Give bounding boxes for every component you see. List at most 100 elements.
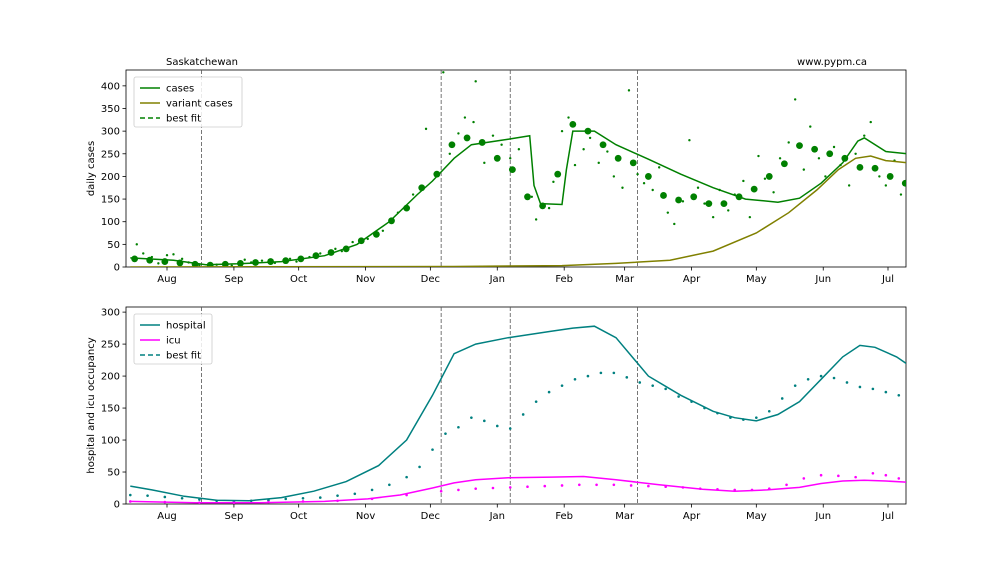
hospital-point <box>301 496 305 500</box>
weekly-point <box>433 170 441 178</box>
y-tick-label: 250 <box>101 149 120 160</box>
series-line-1 <box>130 475 906 504</box>
daily-point <box>651 188 654 192</box>
weekly-point <box>508 166 516 174</box>
y-tick-label: 50 <box>107 468 120 479</box>
plot-frame <box>125 69 907 268</box>
forecast-band <box>996 376 1008 483</box>
daily-point <box>457 132 460 135</box>
weekly-point <box>765 173 773 180</box>
weekly-point <box>856 163 864 171</box>
x-tick-label: May <box>746 511 767 522</box>
hospital-point <box>146 494 149 497</box>
hospital-point <box>897 393 901 397</box>
daily-point <box>696 186 700 189</box>
daily-point <box>509 157 512 160</box>
daily-point <box>243 258 246 261</box>
icu-point <box>949 484 952 487</box>
x-tick-label: Apr <box>683 511 701 522</box>
hospital-point <box>508 427 512 430</box>
legend-label: variant cases <box>166 99 233 110</box>
weekly-point <box>826 150 834 158</box>
x-tick-label: Feb <box>555 274 573 285</box>
series-line-2 <box>996 421 1008 469</box>
hospital-point <box>129 493 132 497</box>
plot-area <box>130 70 1008 267</box>
hospital-point <box>336 494 339 497</box>
daily-point <box>636 172 639 176</box>
hospital-point <box>534 400 538 403</box>
daily-point <box>172 253 175 256</box>
weekly-point <box>780 160 788 168</box>
hospital-point <box>388 483 391 487</box>
hospital-point <box>664 387 667 391</box>
daily-point <box>463 116 467 119</box>
legend-label: best fit <box>166 114 201 125</box>
x-tick-label: Jan <box>489 274 505 285</box>
icu-point <box>508 486 512 489</box>
icu-point <box>819 473 823 477</box>
weekly-point <box>917 189 924 196</box>
daily-point <box>763 177 767 180</box>
weekly-point <box>932 198 939 205</box>
hospital-point <box>638 381 642 384</box>
icu-point <box>802 477 806 480</box>
y-tick-label: 300 <box>101 127 120 138</box>
weekly-point <box>493 154 501 162</box>
y-tick-label: 400 <box>101 81 120 92</box>
hospital-point <box>780 397 784 400</box>
weekly-point <box>796 142 803 150</box>
daily-point <box>424 127 428 131</box>
weekly-point <box>629 159 637 167</box>
daily-point <box>500 143 503 146</box>
daily-point <box>491 134 495 137</box>
region-title: Saskatchewan <box>166 57 238 68</box>
icu-point <box>854 475 857 479</box>
icu-point <box>474 487 477 490</box>
hospital-point <box>625 376 629 379</box>
plot-area <box>129 307 1008 504</box>
hospital-point <box>871 387 875 391</box>
y-tick-label: 50 <box>107 240 120 251</box>
icu-point <box>962 485 965 488</box>
x-tick-label: Mar <box>615 274 635 285</box>
x-tick-label: Feb <box>555 511 573 522</box>
weekly-point <box>901 179 906 187</box>
weekly-point <box>705 200 713 207</box>
weekly-point <box>312 252 320 260</box>
hospital-point <box>923 408 926 411</box>
daily-point <box>748 215 752 219</box>
y-tick-label: 250 <box>101 340 120 351</box>
series-line-0 <box>130 325 906 502</box>
daily-point <box>180 257 184 261</box>
weekly-point <box>614 154 622 162</box>
daily-point <box>530 195 534 199</box>
weekly-point <box>524 193 531 201</box>
weekly-point <box>811 145 819 153</box>
y-tick-label: 0 <box>114 263 120 274</box>
forecast-band <box>996 186 1008 259</box>
x-tick-label: Aug <box>157 274 177 285</box>
daily-point <box>930 198 932 200</box>
hospital-point <box>651 384 655 387</box>
hospital-point <box>163 495 167 499</box>
hospital-point <box>284 497 288 501</box>
hospital-point <box>819 374 823 378</box>
icu-point <box>543 484 547 488</box>
series-line-1 <box>130 155 906 267</box>
weekly-point <box>599 141 607 149</box>
daily-point <box>847 184 851 187</box>
daily-point <box>165 254 169 257</box>
daily-point <box>817 157 821 160</box>
hospital-point <box>677 395 680 398</box>
daily-point <box>854 152 857 155</box>
x-tick-label: Sep <box>224 274 243 285</box>
icu-point <box>457 488 460 492</box>
daily-point <box>915 202 917 204</box>
weekly-point <box>388 217 395 225</box>
icu-point <box>975 486 978 489</box>
icu-point <box>837 474 840 478</box>
icu-point <box>988 487 991 490</box>
daily-point <box>757 154 760 158</box>
